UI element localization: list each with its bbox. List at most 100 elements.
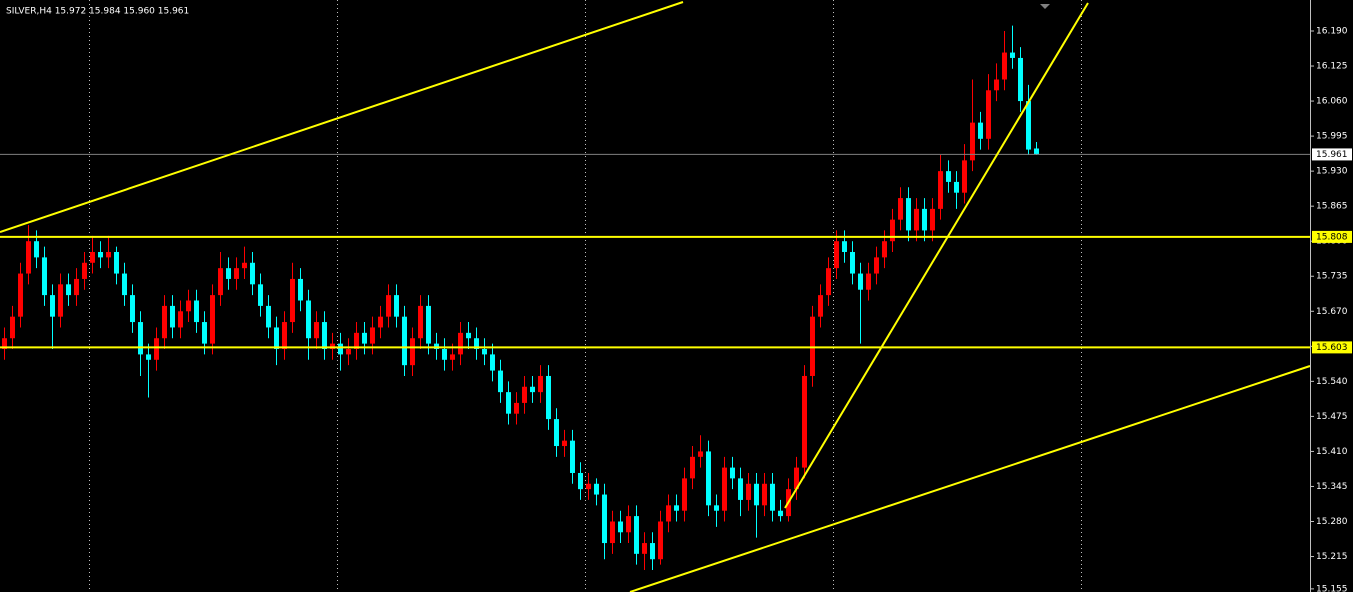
candle-body <box>474 338 479 350</box>
candle-body <box>730 467 735 479</box>
candle-body <box>506 392 511 414</box>
candle-body <box>162 305 167 339</box>
candle-body <box>682 478 687 511</box>
candle-body <box>458 332 463 355</box>
candle-body <box>218 268 223 296</box>
candle-body <box>482 349 487 355</box>
candle-body <box>562 440 567 447</box>
candle-body <box>642 543 647 554</box>
candle-body <box>442 349 447 360</box>
candle-body <box>130 295 135 323</box>
candle-body <box>50 295 55 317</box>
candle-body <box>138 322 143 355</box>
y-tick-label: 15.410 <box>1316 447 1348 457</box>
candle-body <box>634 516 639 554</box>
candle-body <box>690 456 695 479</box>
marker <box>1040 4 1050 9</box>
candle-body <box>370 327 375 344</box>
candle-body <box>994 79 999 91</box>
candle-body <box>970 122 975 161</box>
candle-body <box>546 375 551 420</box>
candle-body <box>42 257 47 296</box>
candle-body <box>834 241 839 269</box>
candle-body <box>250 262 255 285</box>
candle-body <box>850 251 855 274</box>
candle-body <box>466 332 471 339</box>
y-tick-label: 15.475 <box>1316 412 1348 422</box>
candle-body <box>802 375 807 468</box>
candle-body <box>706 451 711 506</box>
candle-body <box>1018 57 1023 102</box>
candle-body <box>898 198 903 220</box>
candle-body <box>810 316 815 376</box>
candle-body <box>394 295 399 317</box>
y-tick-label: 15.930 <box>1316 167 1348 177</box>
candle-body <box>842 241 847 252</box>
y-tick-label: 15.215 <box>1316 552 1348 562</box>
candle-body <box>210 295 215 344</box>
candle-body <box>26 241 31 274</box>
candle-body <box>722 467 727 511</box>
candle-body <box>658 521 663 560</box>
trend-line <box>784 2 1089 509</box>
candle-body <box>978 122 983 139</box>
candle-body <box>2 338 7 350</box>
candle-body <box>274 327 279 350</box>
candle-body <box>882 241 887 258</box>
candle-body <box>498 370 503 393</box>
candle-body <box>1010 52 1015 58</box>
candle-body <box>962 160 967 193</box>
y-tick-label: 15.865 <box>1316 202 1348 212</box>
candle-body <box>778 510 783 517</box>
candle-body <box>578 472 583 490</box>
candle-body <box>514 402 519 414</box>
candle-body <box>626 516 631 533</box>
candle-body <box>594 483 599 495</box>
candle-body <box>330 343 335 350</box>
candle-body <box>338 343 343 355</box>
candle-body <box>538 375 543 393</box>
candle-body <box>914 208 919 231</box>
candle-body <box>298 278 303 301</box>
trend-line <box>629 365 1311 592</box>
candle-body <box>714 505 719 511</box>
candle-body <box>226 268 231 279</box>
candle-body <box>306 300 311 339</box>
candle-body <box>746 483 751 500</box>
plot-area <box>0 25 1310 571</box>
candle-body <box>954 181 959 193</box>
candle-body <box>170 305 175 328</box>
candle-body <box>754 483 759 506</box>
candle-body <box>378 316 383 328</box>
candle-body <box>346 349 351 355</box>
price-axis-labels: 16.190 16.125 16.060 15.995 15.930 15.865 15.8… <box>1310 26 1352 592</box>
candle-body <box>874 257 879 274</box>
candle-body <box>154 338 159 360</box>
candle-body <box>90 251 95 263</box>
candle-body <box>266 305 271 328</box>
candle-body <box>178 311 183 328</box>
y-tick-label: 15.995 <box>1316 132 1348 142</box>
candle-body <box>938 171 943 209</box>
y-tick-label: 16.060 <box>1316 97 1348 107</box>
candle-body <box>666 505 671 522</box>
y-tick-label: 16.125 <box>1316 62 1348 72</box>
candle-body <box>650 543 655 560</box>
level-label-bg <box>1312 341 1352 354</box>
candle-body <box>738 478 743 500</box>
candle-body <box>602 494 607 544</box>
candle-body <box>762 483 767 506</box>
candle-body <box>10 316 15 339</box>
candle-body <box>770 483 775 511</box>
candle-body <box>362 332 367 344</box>
vertical-grid <box>89 0 1082 592</box>
candle-body <box>58 284 63 317</box>
candle-body <box>818 295 823 317</box>
bid-label-bg <box>1312 148 1352 161</box>
candle-body <box>946 171 951 182</box>
candle-body <box>522 386 527 403</box>
candle-body <box>674 505 679 511</box>
trend-line <box>0 1 684 233</box>
candle-body <box>290 278 295 323</box>
